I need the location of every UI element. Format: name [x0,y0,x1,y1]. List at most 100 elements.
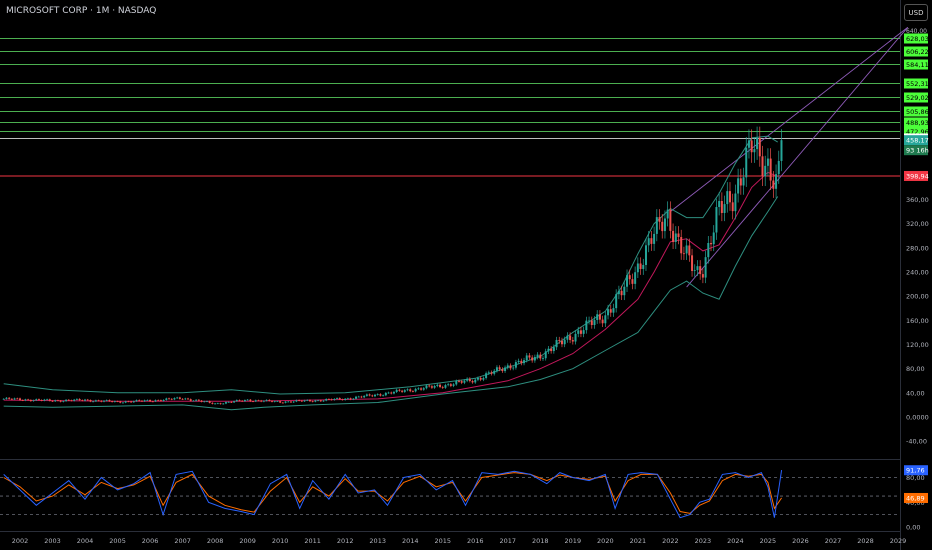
level-label: 584,11 [906,61,929,69]
candle [523,360,526,364]
osc-tick: 0,00 [906,524,920,532]
candle [284,401,287,403]
candle [344,398,347,400]
candle [566,335,569,340]
time-tick: 2024 [727,537,744,545]
channel-line-upper [670,26,909,212]
candle [89,400,92,402]
candle [308,399,311,402]
candle [238,400,241,401]
candle [604,315,607,324]
candle [517,360,520,363]
currency-button[interactable]: USD [904,4,928,21]
candle [593,320,596,326]
candle [192,400,195,402]
candle [574,333,577,342]
candle [205,401,208,403]
candle [715,207,718,233]
candle [181,398,184,400]
price-tick: 640,00 [906,28,927,35]
candle [303,400,306,402]
candle [544,351,547,359]
candle [230,401,233,403]
time-tick: 2027 [825,537,842,545]
candle [731,202,734,212]
chart-title: MICROSOFT CORP · 1M · NASDAQ [6,6,157,16]
candle [105,400,108,401]
candle [766,158,769,166]
candle [661,221,664,232]
time-tick: 2016 [467,537,484,545]
candle [327,399,330,400]
time-tick: 2019 [565,537,582,545]
candle [514,362,517,368]
time-tick: 2005 [109,537,126,545]
candle [75,398,78,400]
candle [390,392,393,394]
candle [539,354,542,359]
time-tick: 2017 [500,537,517,545]
candle [490,372,493,374]
candle [262,400,265,402]
time-tick: 2008 [207,537,224,545]
d-tag [904,492,928,503]
candle [753,149,756,153]
candle [764,165,767,177]
candle [195,399,198,401]
time-tick: 2018 [532,537,549,545]
candle [222,403,225,405]
candle [111,401,114,403]
level-tag [904,126,928,137]
candle [609,309,612,313]
candle [647,238,650,246]
candle [146,400,149,401]
candle [287,401,290,403]
time-tick: 2025 [760,537,777,545]
candle [585,320,588,331]
time-tick: 2006 [142,537,159,545]
candle [512,367,515,369]
candle [737,178,740,194]
price-tick: 320,00 [906,220,929,228]
candle [5,397,8,399]
candle [16,398,19,400]
time-tick: 2022 [662,537,679,545]
candle [663,218,666,232]
time-tick: 2015 [434,537,451,545]
candle [10,398,13,400]
candle [728,191,731,203]
candle [401,390,404,392]
candle [444,385,447,388]
candle [669,209,672,231]
candle [509,365,512,369]
candle [425,385,428,389]
stoch-d-line [3,472,783,514]
candle [620,290,623,296]
candle [707,242,710,258]
candle [86,399,89,401]
candle [653,233,656,244]
candle [376,394,379,396]
level-label: 488,93 [906,119,929,127]
candle [403,390,406,392]
candle [243,400,246,402]
candle [227,401,230,403]
candle [162,399,165,402]
candle [476,378,479,380]
candle [173,398,176,400]
candle [542,358,545,360]
candle [691,255,694,271]
candle [379,394,382,396]
candle [54,400,57,402]
candle [276,401,279,402]
candle [452,384,455,386]
candle [726,191,729,205]
candle [81,400,84,401]
candle [569,335,572,341]
candle [550,348,553,352]
candle [387,392,390,394]
candle [666,209,669,219]
candle [420,388,423,390]
candle [8,397,11,399]
